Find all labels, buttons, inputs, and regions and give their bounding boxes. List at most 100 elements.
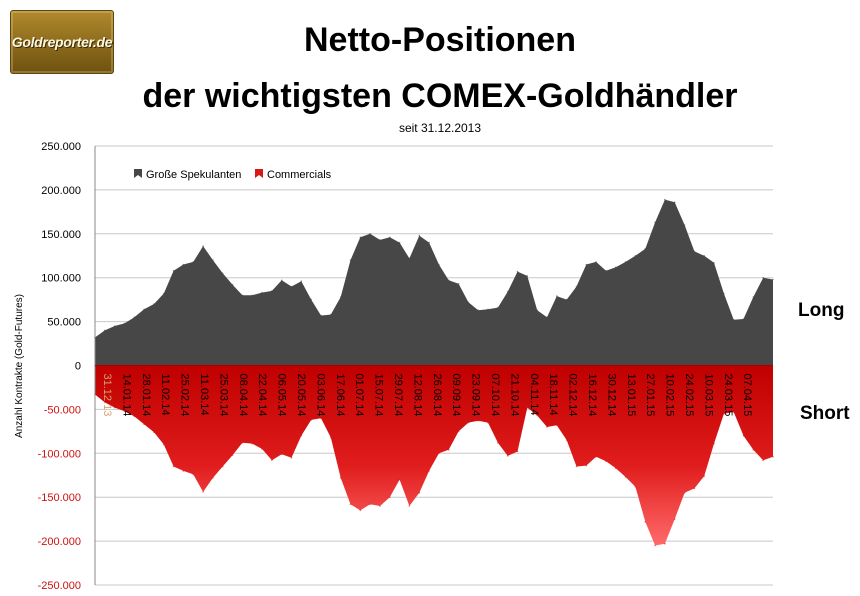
commercials-point	[723, 413, 725, 415]
x-tick-label: 31.12.13	[101, 374, 113, 417]
commercials-point	[379, 505, 381, 507]
commercials-point	[634, 485, 637, 488]
speculators-point	[732, 319, 735, 321]
commercials-point	[320, 417, 322, 420]
commercials-point	[133, 415, 136, 418]
speculators-point	[644, 247, 647, 250]
speculators-point	[339, 296, 342, 298]
commercials-point	[683, 492, 686, 494]
speculators-point	[172, 269, 175, 272]
speculators-point	[556, 295, 558, 297]
x-tick-label: 07.04.15	[741, 374, 753, 417]
commercials-point	[644, 521, 647, 523]
chart-subtitle: seit 31.12.2013	[398, 121, 482, 135]
commercials-point	[202, 491, 204, 493]
x-tick-label: 26.08.14	[431, 374, 443, 417]
legend-commercials-marker	[255, 169, 263, 178]
speculators-point	[192, 261, 195, 263]
commercials-point	[310, 419, 313, 421]
commercials-point	[261, 448, 263, 450]
commercials-point	[693, 487, 696, 490]
speculators-point	[713, 262, 715, 264]
commercials-point	[497, 442, 499, 444]
commercials-point	[389, 496, 391, 499]
commercials-point	[339, 477, 342, 479]
speculators-point	[428, 241, 430, 244]
speculators-point	[723, 292, 725, 295]
speculators-point	[673, 201, 676, 203]
speculators-point	[595, 261, 597, 263]
speculators-point	[261, 291, 263, 294]
legend-speculators-marker	[134, 169, 142, 178]
speculators-point	[477, 309, 480, 312]
x-tick-label: 24.02.15	[683, 374, 695, 417]
y-tick-label: -50.000	[44, 404, 81, 416]
speculators-point	[251, 294, 253, 297]
commercials-point	[506, 455, 509, 457]
speculators-point	[280, 279, 283, 282]
commercials-point	[192, 473, 195, 476]
y-tick-label: 150.000	[41, 229, 81, 241]
x-tick-label: 03.06.14	[314, 374, 326, 417]
chart-title-line2: der wichtigsten COMEX-Goldhändler	[142, 77, 738, 115]
speculators-point	[703, 255, 705, 257]
x-tick-label: 07.10.14	[489, 374, 501, 417]
commercials-point	[742, 434, 745, 437]
speculators-point	[526, 275, 529, 277]
speculators-point	[123, 322, 126, 325]
commercials-point	[271, 459, 273, 462]
x-axis-labels: 31.12.13 14.01.14 28.01.14 11.02.14 25.02.14…	[101, 374, 753, 417]
speculators-point	[536, 309, 538, 312]
commercials-point	[221, 465, 224, 468]
speculators-point	[379, 239, 381, 241]
speculators-point	[163, 292, 165, 295]
x-tick-label: 10.03.15	[702, 374, 714, 417]
speculators-point	[487, 308, 489, 311]
commercials-point	[467, 421, 470, 424]
speculators-point	[634, 255, 637, 257]
commercials-point	[713, 442, 715, 445]
commercials-point	[565, 439, 568, 441]
commercials-point	[290, 456, 293, 459]
commercials-point	[664, 542, 666, 545]
commercials-point	[212, 477, 214, 479]
speculators-point	[615, 266, 617, 269]
speculators-point	[133, 316, 136, 319]
commercials-point	[280, 453, 283, 456]
commercials-point	[349, 503, 352, 506]
short-label: Short	[800, 403, 850, 424]
commercials-point	[330, 436, 332, 439]
commercials-point	[300, 434, 303, 437]
x-tick-label: 09.09.14	[450, 374, 462, 417]
commercials-point	[153, 431, 155, 434]
commercials-point	[487, 421, 489, 424]
x-tick-label: 22.04.14	[256, 374, 268, 417]
x-tick-label: 06.05.14	[276, 374, 288, 417]
chart-legend: Große Spekulanten Commercials	[134, 169, 332, 181]
x-tick-label: 15.07.14	[373, 374, 385, 417]
x-tick-label: 16.12.14	[586, 374, 598, 417]
commercials-point	[516, 450, 519, 453]
commercials-area	[95, 365, 773, 546]
commercials-point	[477, 420, 480, 422]
commercials-point	[251, 442, 253, 445]
commercials-point	[595, 456, 597, 458]
commercials-point	[536, 414, 538, 417]
logo-text: Goldreporter.de	[11, 34, 113, 50]
speculators-point	[369, 233, 371, 235]
speculators-area	[95, 199, 773, 366]
speculators-point	[143, 308, 145, 311]
y-tick-label: -150.000	[38, 492, 81, 504]
y-tick-label: -250.000	[38, 580, 81, 592]
speculators-point	[310, 298, 313, 301]
y-tick-label: 50.000	[47, 317, 81, 329]
long-label: Long	[798, 300, 845, 321]
x-tick-label: 25.03.14	[217, 374, 229, 417]
commercials-point	[231, 454, 234, 456]
commercials-point	[772, 456, 774, 458]
y-tick-label: 100.000	[41, 273, 81, 285]
x-tick-label: 29.07.14	[392, 374, 404, 417]
commercials-point	[546, 426, 548, 428]
commercials-point	[408, 505, 411, 507]
x-tick-label: 24.03.15	[722, 374, 734, 417]
